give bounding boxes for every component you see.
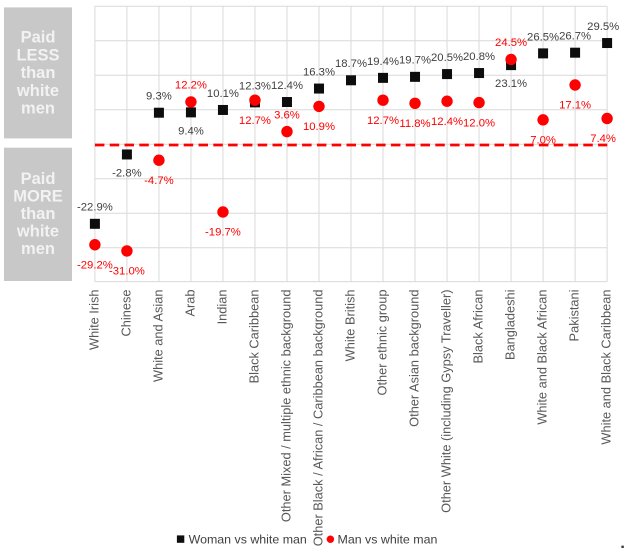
svg-text:12.4%: 12.4% [431, 116, 463, 128]
svg-text:23.1%: 23.1% [495, 78, 527, 90]
svg-text:9.3%: 9.3% [146, 91, 172, 103]
svg-text:-29.2%: -29.2% [77, 259, 113, 271]
svg-text:than: than [21, 64, 56, 82]
svg-text:white: white [16, 223, 59, 241]
svg-text:Woman vs white man: Woman vs white man [189, 533, 307, 547]
svg-text:Paid: Paid [21, 29, 56, 47]
svg-text:9.4%: 9.4% [178, 125, 204, 137]
svg-text:10.1%: 10.1% [207, 88, 239, 100]
svg-text:White and Asian: White and Asian [150, 290, 165, 382]
svg-text:-2.8%: -2.8% [112, 167, 142, 179]
svg-text:Indian: Indian [214, 290, 229, 325]
svg-text:26.5%: 26.5% [527, 31, 559, 43]
svg-text:White Irish: White Irish [86, 290, 101, 350]
svg-text:White British: White British [343, 290, 358, 362]
svg-text:12.2%: 12.2% [175, 80, 207, 92]
svg-text:-22.9%: -22.9% [77, 202, 113, 214]
svg-text:19.4%: 19.4% [367, 56, 399, 68]
svg-text:3.6%: 3.6% [274, 109, 300, 121]
svg-text:Bangladeshi: Bangladeshi [503, 290, 518, 360]
svg-text:Arab: Arab [182, 290, 197, 317]
svg-text:Paid: Paid [21, 170, 56, 188]
svg-text:-31.0%: -31.0% [109, 266, 145, 278]
svg-text:12.0%: 12.0% [463, 117, 495, 129]
svg-text:-4.7%: -4.7% [144, 175, 174, 187]
svg-text:Man vs white man: Man vs white man [338, 533, 438, 547]
svg-text:men: men [21, 100, 55, 118]
svg-text:LESS: LESS [16, 46, 59, 64]
svg-text:19.7%: 19.7% [399, 55, 431, 67]
svg-text:Black African: Black African [471, 290, 486, 364]
svg-text:29.5%: 29.5% [587, 21, 619, 33]
svg-text:MORE: MORE [13, 188, 63, 206]
svg-text:26.7%: 26.7% [559, 31, 591, 43]
svg-text:Other Asian background: Other Asian background [407, 290, 422, 427]
svg-text:20.5%: 20.5% [431, 52, 463, 64]
svg-text:12.3%: 12.3% [239, 80, 271, 92]
svg-text:16.3%: 16.3% [303, 66, 335, 78]
svg-text:24.5%: 24.5% [495, 37, 527, 49]
svg-text:Pakistani: Pakistani [567, 290, 582, 342]
svg-text:men: men [21, 240, 55, 258]
svg-text:11.8%: 11.8% [399, 118, 430, 130]
svg-text:10.9%: 10.9% [303, 121, 335, 133]
svg-text:white: white [16, 82, 59, 100]
svg-text:18.7%: 18.7% [335, 58, 367, 70]
svg-text:12.7%: 12.7% [367, 115, 399, 127]
svg-text:17.1%: 17.1% [559, 100, 591, 112]
svg-text:Other White (including Gypsy T: Other White (including Gypsy Traveller) [439, 290, 454, 513]
svg-text:Black Caribbean: Black Caribbean [246, 290, 261, 384]
svg-text:20.8%: 20.8% [463, 51, 495, 63]
svg-text:Other Black / African / Caribb: Other Black / African / Caribbean backgr… [310, 290, 325, 547]
svg-text:12.7%: 12.7% [239, 115, 271, 127]
svg-text:12.4%: 12.4% [271, 80, 303, 92]
svg-text:-19.7%: -19.7% [205, 227, 241, 239]
svg-text:than: than [21, 205, 56, 223]
svg-text:White and Black African: White and Black African [535, 290, 550, 425]
svg-text:Chinese: Chinese [118, 290, 133, 337]
svg-text:7.4%: 7.4% [590, 133, 616, 145]
svg-text:Other Mixed / multiple ethnic: Other Mixed / multiple ethnic background [278, 289, 293, 522]
svg-text:7.0%: 7.0% [530, 135, 556, 147]
svg-text:Other ethnic group: Other ethnic group [375, 290, 390, 396]
svg-text:White and Black Caribbean: White and Black Caribbean [599, 290, 614, 445]
